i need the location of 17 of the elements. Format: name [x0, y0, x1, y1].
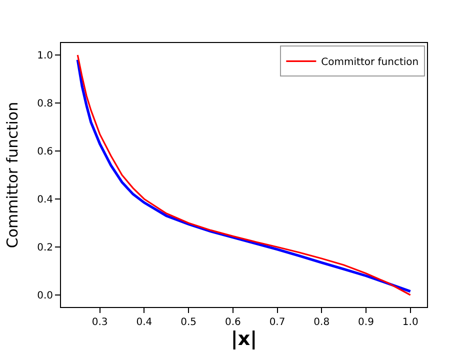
y-tick-label: 0.2: [37, 242, 53, 254]
y-tick-label: 0.4: [37, 194, 53, 206]
legend-label: Committor function: [321, 57, 419, 68]
y-axis-title: Committor function: [3, 102, 22, 248]
x-tick-label: 0.9: [358, 317, 374, 328]
x-tick-label: 0.5: [180, 317, 197, 328]
x-tick-label: 0.6: [224, 317, 241, 328]
y-tick-label: 0.6: [37, 146, 53, 158]
x-tick-label: 0.4: [136, 317, 152, 328]
x-tick-label: 0.7: [269, 317, 286, 328]
x-tick-label: 0.8: [314, 317, 330, 328]
x-tick-label: 1.0: [402, 317, 418, 328]
y-tick-label: 0.8: [37, 98, 53, 110]
x-tick-label: 0.3: [92, 317, 108, 328]
y-tick-label: 0.0: [37, 290, 53, 302]
x-axis-title: |x|: [230, 328, 258, 350]
y-tick-label: 1.0: [37, 50, 53, 62]
